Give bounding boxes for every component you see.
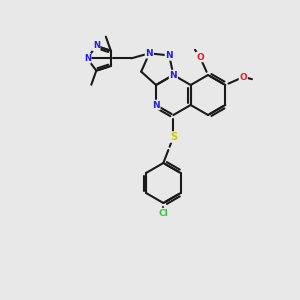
Text: Cl: Cl	[158, 208, 168, 217]
Text: N: N	[146, 49, 153, 58]
Text: O: O	[196, 52, 204, 62]
Text: N: N	[84, 54, 91, 63]
Text: S: S	[170, 132, 177, 142]
Text: N: N	[93, 41, 100, 50]
Text: O: O	[239, 73, 247, 82]
Text: N: N	[169, 70, 177, 80]
Text: N: N	[165, 51, 173, 60]
Text: N: N	[152, 100, 160, 109]
